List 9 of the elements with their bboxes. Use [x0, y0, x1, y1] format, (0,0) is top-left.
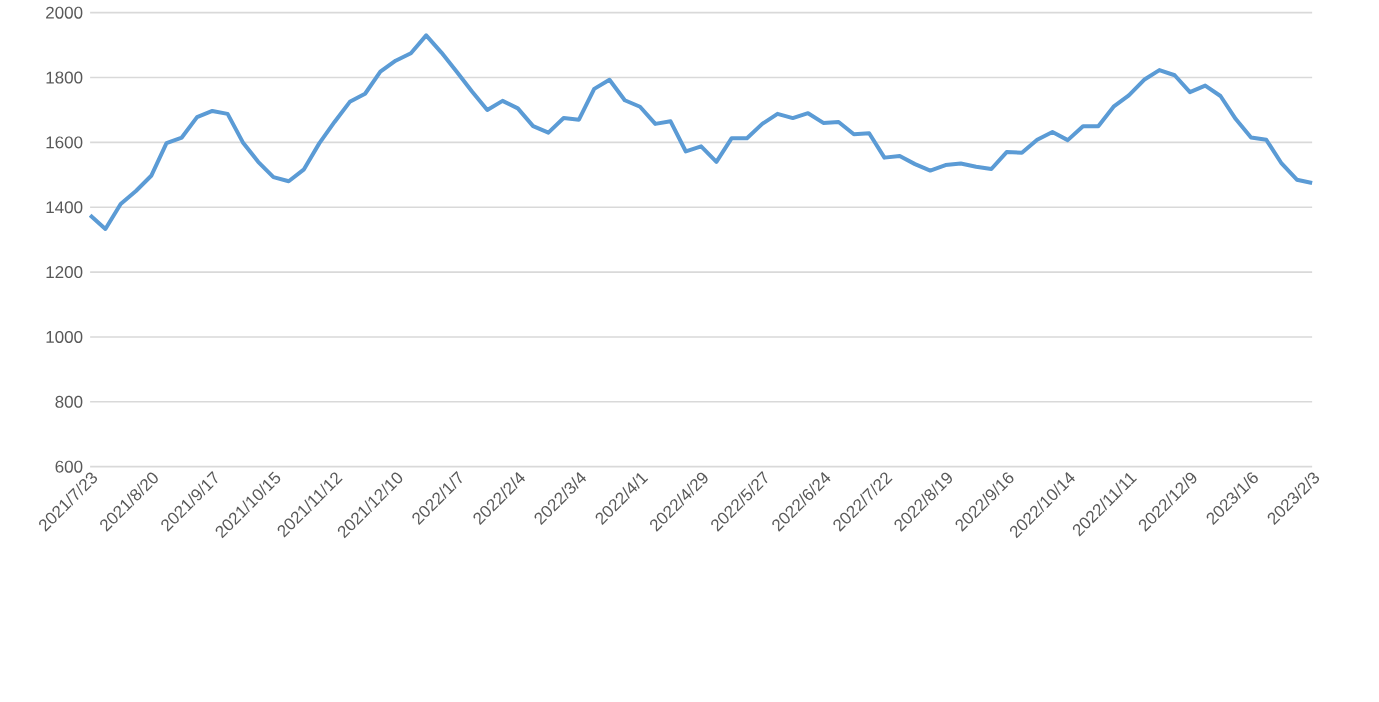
y-tick-label: 1000 [46, 331, 83, 344]
y-tick-label: 2000 [46, 6, 83, 19]
line-series [88, 33, 1315, 232]
y-tick-label: 800 [55, 395, 83, 408]
y-tick-label: 1200 [46, 266, 83, 279]
y-tick-label: 1800 [46, 71, 83, 84]
y-tick-label: 1600 [46, 136, 83, 149]
y-tick-label: 600 [55, 460, 83, 473]
y-tick-label: 1400 [46, 201, 83, 214]
